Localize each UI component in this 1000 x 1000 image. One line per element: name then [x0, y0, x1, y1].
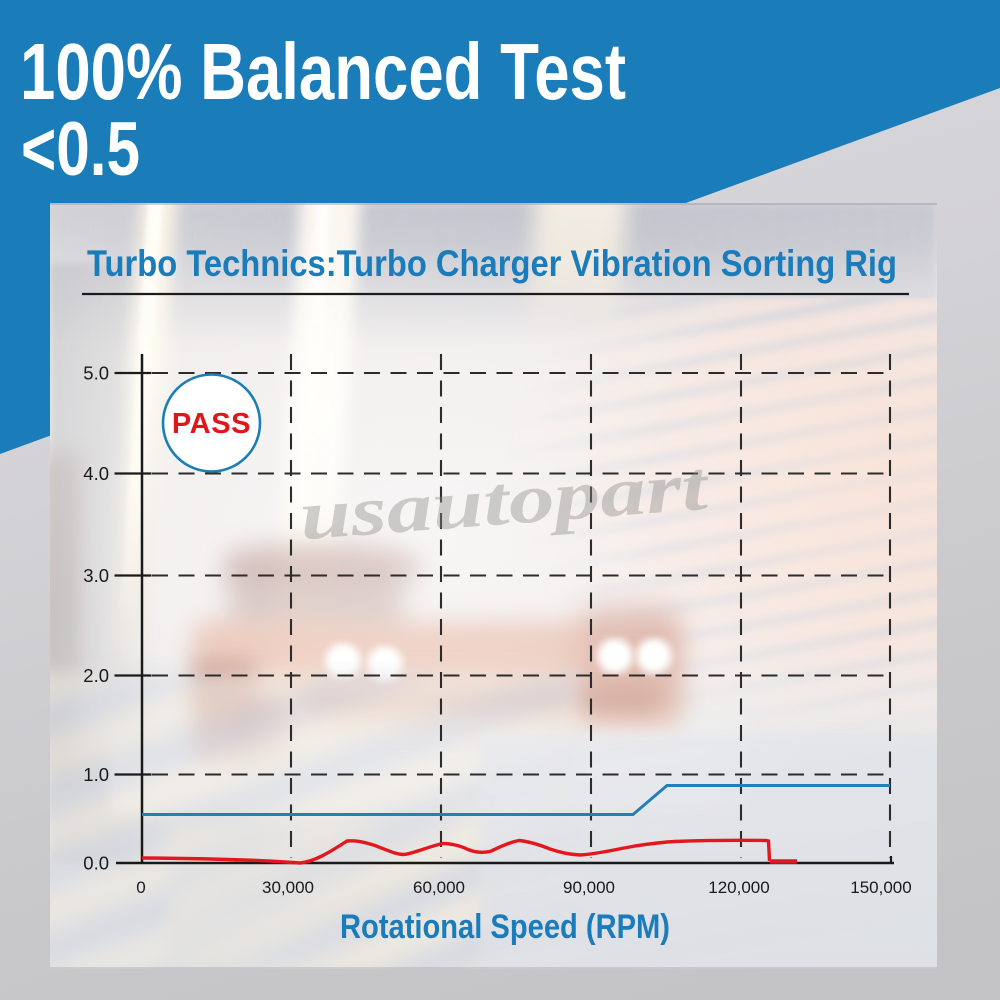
svg-text:0: 0	[136, 878, 145, 897]
svg-text:Rotational Speed (RPM): Rotational Speed (RPM)	[340, 908, 670, 946]
svg-text:4.0: 4.0	[83, 463, 109, 484]
svg-text:Turbo Technics:Turbo Charger V: Turbo Technics:Turbo Charger Vibration S…	[87, 243, 897, 284]
svg-text:3.0: 3.0	[83, 565, 109, 586]
svg-text:usautopart: usautopart	[297, 448, 713, 556]
svg-text:2.0: 2.0	[83, 665, 109, 686]
svg-text:5.0: 5.0	[83, 363, 109, 384]
svg-text:90,000: 90,000	[563, 878, 615, 897]
svg-text:120,000: 120,000	[708, 878, 769, 897]
svg-text:30,000: 30,000	[262, 878, 314, 897]
svg-text:1.0: 1.0	[83, 764, 109, 785]
svg-text:PASS: PASS	[172, 408, 251, 440]
svg-text:150,000: 150,000	[850, 878, 911, 897]
svg-text:60,000: 60,000	[413, 878, 465, 897]
svg-text:0.0: 0.0	[83, 853, 109, 874]
svg-text:100% Balanced Test: 100% Balanced Test	[20, 27, 626, 116]
svg-text:<0.5: <0.5	[21, 107, 140, 192]
